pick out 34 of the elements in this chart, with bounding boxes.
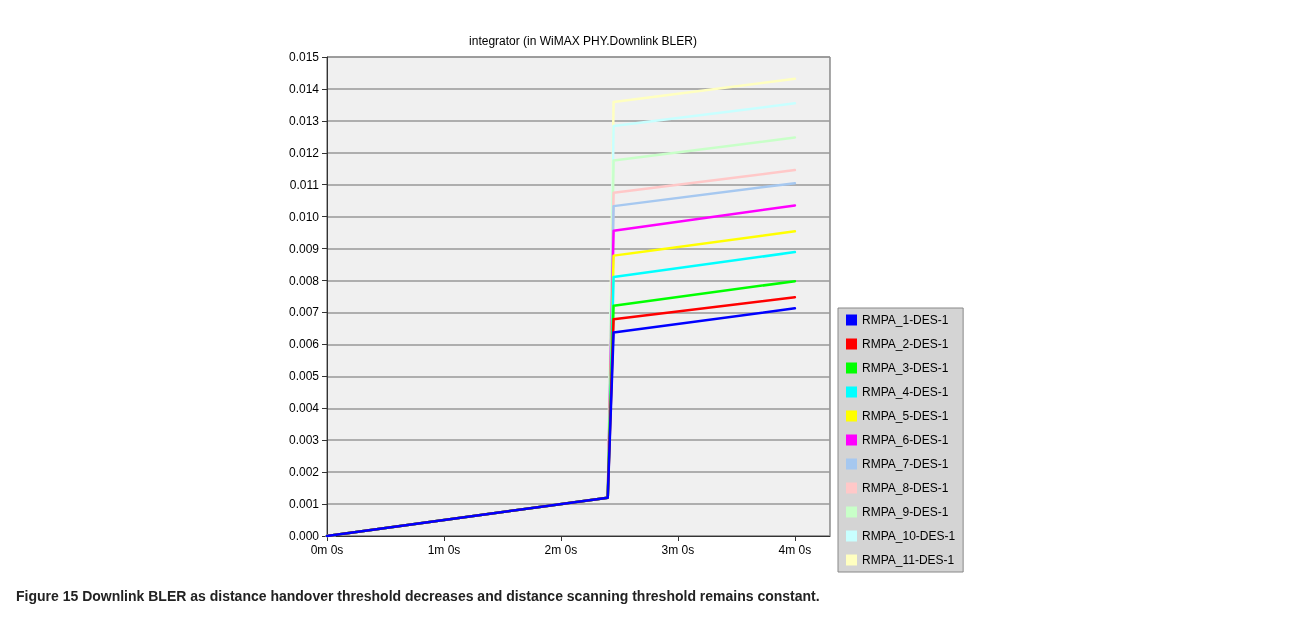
y-tick-label: 0.006 xyxy=(288,337,320,352)
caption: Figure 15 Downlink BLER as distance handover threshold decreases and distance scanning threshold remains constant. xyxy=(15,588,821,604)
y-tick-label: 0.009 xyxy=(288,241,320,256)
y-tick-label: 0.005 xyxy=(288,369,320,384)
x-tick-label: 4m 0s xyxy=(778,543,812,557)
legend-label: RMPA_3-DES-1 xyxy=(862,361,949,375)
y-tick-label: 0.002 xyxy=(288,465,320,480)
legend-label: RMPA_5-DES-1 xyxy=(862,409,949,423)
legend-label: RMPA_6-DES-1 xyxy=(862,433,949,447)
y-tick-label: 0.004 xyxy=(288,401,320,416)
y-tick-label: 0.003 xyxy=(288,433,320,448)
y-tick-label: 0.012 xyxy=(288,145,320,160)
x-tick-label: 0m 0s xyxy=(310,543,344,557)
legend-label: RMPA_4-DES-1 xyxy=(862,385,949,399)
y-tick-label: 0.001 xyxy=(288,497,320,512)
legend-label: RMPA_11-DES-1 xyxy=(862,553,955,567)
x-tick-label: 1m 0s xyxy=(427,543,461,557)
y-tick-label: 0.010 xyxy=(288,209,320,224)
legend-label: RMPA_8-DES-1 xyxy=(862,481,949,495)
y-tick-label: 0.014 xyxy=(288,81,320,96)
y-tick-label: 0.011 xyxy=(289,177,320,192)
legend-label: RMPA_7-DES-1 xyxy=(862,457,949,471)
y-tick-label: 0.000 xyxy=(288,529,320,543)
legend-label: RMPA_9-DES-1 xyxy=(862,505,949,519)
x-tick-label: 2m 0s xyxy=(544,543,578,557)
y-tick-label: 0.015 xyxy=(288,50,320,64)
y-tick-label: 0.008 xyxy=(288,273,320,288)
chart-title: integrator (in WiMAX PHY.Downlink BLER) xyxy=(469,34,697,48)
legend-label: RMPA_1-DES-1 xyxy=(862,313,949,327)
y-tick-label: 0.007 xyxy=(288,305,320,320)
y-tick-label: 0.013 xyxy=(288,113,320,128)
legend-label: RMPA_10-DES-1 xyxy=(862,529,956,543)
legend-label: RMPA_2-DES-1 xyxy=(862,337,949,351)
x-tick-label: 3m 0s xyxy=(661,543,695,557)
